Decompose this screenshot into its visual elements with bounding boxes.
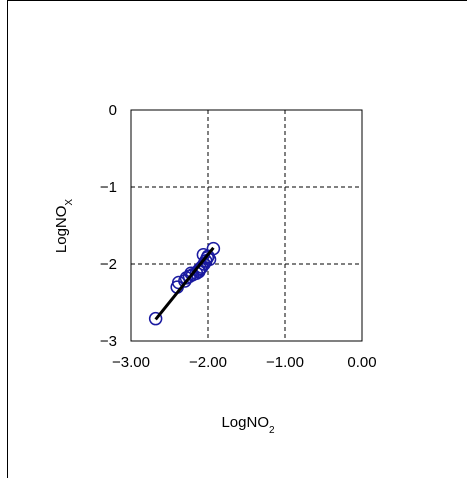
chart-frame xyxy=(7,0,467,478)
x-axis-title: LogNO2 xyxy=(221,414,275,436)
data-point xyxy=(184,266,198,280)
data-point xyxy=(201,249,215,264)
y-tick-label: −1 xyxy=(100,179,117,196)
trend-line xyxy=(154,246,215,321)
data-point xyxy=(148,311,163,326)
y-tick-label: 0 xyxy=(109,102,117,119)
grid-lines xyxy=(131,110,362,341)
x-tick-label: −3.00 xyxy=(112,354,150,371)
y-axis-title: LogNOX xyxy=(53,199,75,254)
y-tick-label: −3 xyxy=(100,333,117,350)
x-tick-label: −1.00 xyxy=(266,354,304,371)
x-tick-label: 0.00 xyxy=(347,354,376,371)
y-tick-label: −2 xyxy=(100,256,117,273)
tick-labels: −3.00 −2.00 −1.00 0.00 0 −1 −2 −3 xyxy=(100,102,377,371)
x-tick-label: −2.00 xyxy=(189,354,227,371)
plot-area xyxy=(130,109,363,342)
